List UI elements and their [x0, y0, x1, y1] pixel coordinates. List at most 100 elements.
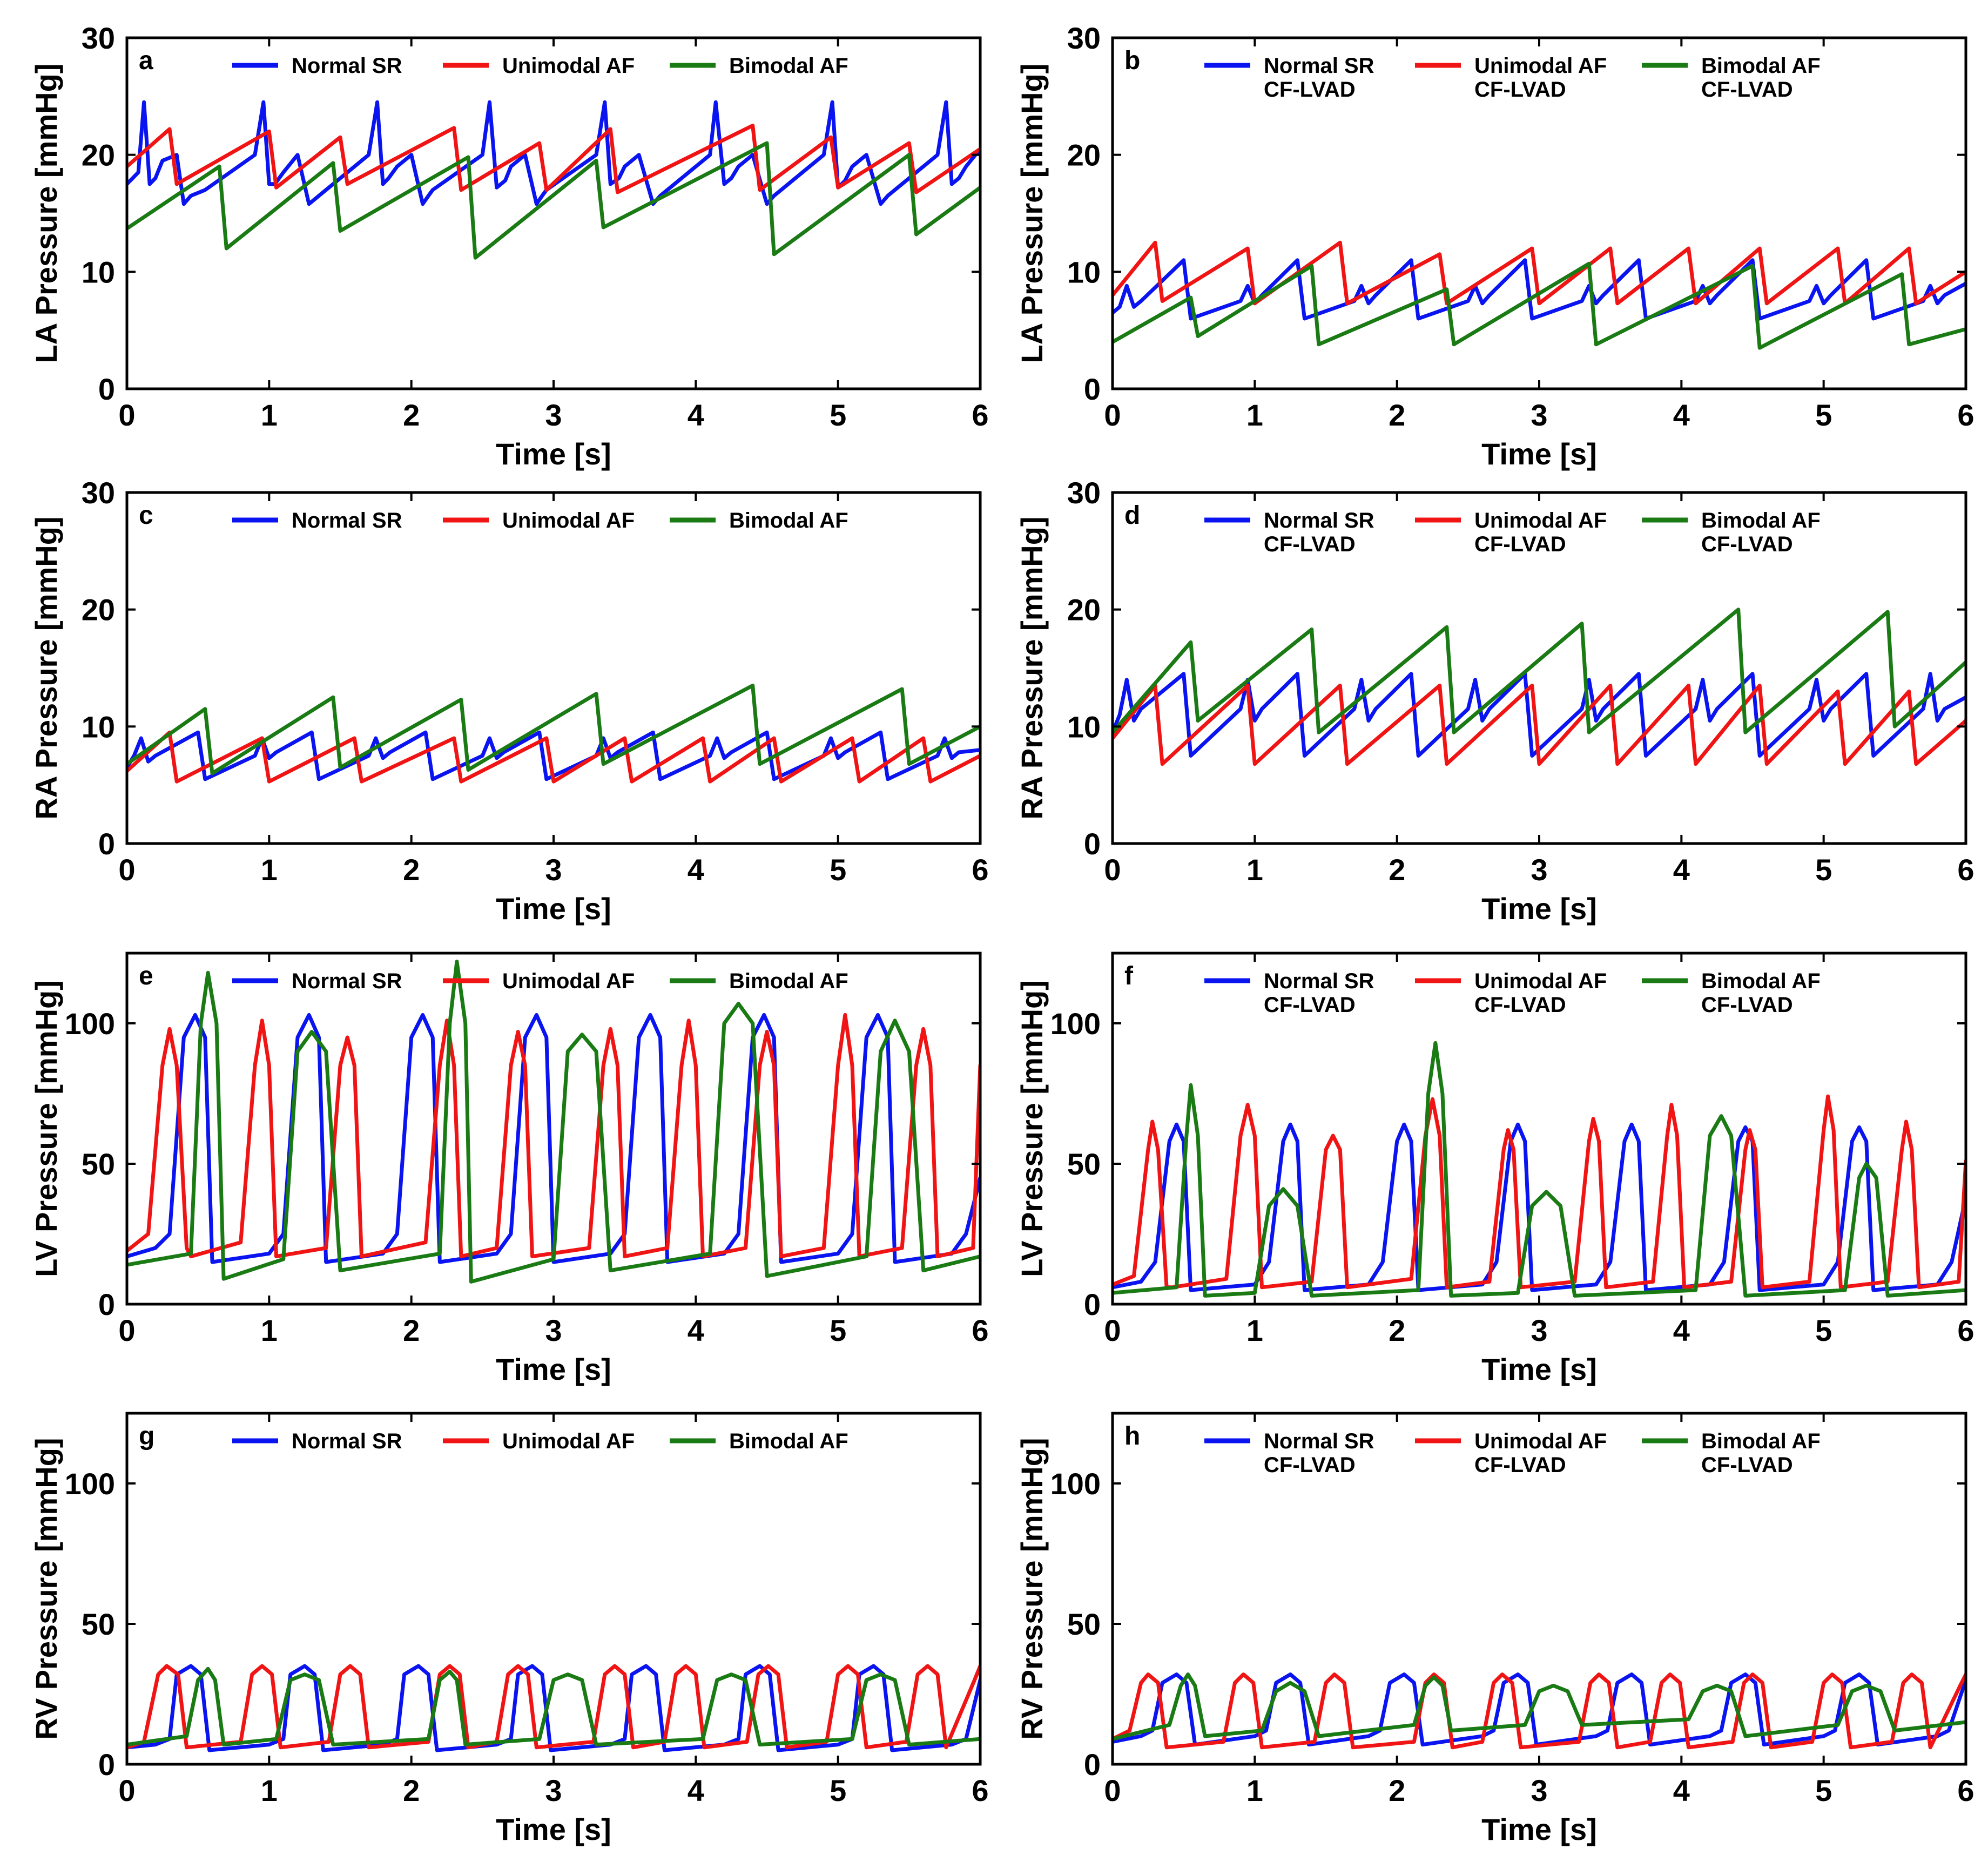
- y-tick-label: 100: [1050, 1467, 1101, 1501]
- y-tick-label: 20: [1067, 138, 1101, 172]
- legend-label: Unimodal AF: [502, 1429, 635, 1453]
- legend-label: Bimodal AF: [1701, 509, 1821, 532]
- x-tick-label: 4: [688, 398, 704, 432]
- series-group: [127, 100, 980, 260]
- x-tick-label: 3: [1531, 853, 1547, 887]
- legend-label: CF-LVAD: [1474, 1453, 1566, 1477]
- x-tick-label: 6: [972, 853, 988, 887]
- legend: Normal SR Unimodal AF Bimodal AF: [232, 969, 848, 993]
- series-line-normal: [1113, 258, 1966, 321]
- legend-label: CF-LVAD: [1474, 993, 1566, 1017]
- x-tick-label: 3: [545, 853, 562, 887]
- legend-label: CF-LVAD: [1701, 1453, 1793, 1477]
- legend-label: Unimodal AF: [1474, 969, 1607, 993]
- y-tick-label: 10: [1067, 710, 1101, 744]
- x-tick-label: 3: [1531, 1773, 1547, 1807]
- legend-label: Normal SR: [292, 54, 402, 78]
- legend: Normal SR Unimodal AF Bimodal AF: [232, 1429, 848, 1453]
- x-tick-label: 6: [972, 1773, 988, 1807]
- x-tick-label: 5: [830, 398, 846, 432]
- series-line-bimodal: [127, 960, 980, 1284]
- legend-label: Unimodal AF: [1474, 54, 1607, 78]
- panel-letter: f: [1124, 962, 1134, 990]
- y-tick-label: 10: [1067, 255, 1101, 289]
- x-tick-label: 2: [1389, 1773, 1405, 1807]
- series-group: [127, 960, 980, 1284]
- y-axis-title: LA Pressure [mmHg]: [1015, 64, 1049, 363]
- y-tick-label: 0: [1084, 372, 1101, 406]
- series-group: [1113, 1041, 1966, 1298]
- x-tick-label: 5: [1815, 853, 1832, 887]
- x-tick-label: 2: [403, 1773, 420, 1807]
- y-tick-label: 50: [1067, 1607, 1101, 1641]
- x-tick-label: 6: [1957, 398, 1974, 432]
- legend-label: Bimodal AF: [729, 509, 848, 532]
- x-axis-title: Time [s]: [1481, 1812, 1597, 1846]
- series-line-normal: [127, 1664, 980, 1752]
- x-tick-label: 4: [688, 1773, 704, 1807]
- x-tick-label: 4: [1673, 853, 1690, 887]
- series-line-unimodal: [127, 1013, 980, 1259]
- legend-label: Unimodal AF: [502, 509, 635, 532]
- legend-label: CF-LVAD: [1701, 78, 1793, 102]
- series-line-bimodal: [127, 141, 980, 260]
- legend-label: Unimodal AF: [1474, 509, 1607, 532]
- x-axis-title: Time [s]: [496, 437, 611, 471]
- y-axis-title: LV Pressure [mmHg]: [29, 980, 63, 1277]
- legend-label: Unimodal AF: [1474, 1429, 1607, 1453]
- panel-letter: h: [1124, 1422, 1140, 1451]
- y-tick-label: 100: [1050, 1007, 1101, 1041]
- y-tick-label: 0: [1084, 1287, 1101, 1321]
- legend-label: Bimodal AF: [1701, 1429, 1821, 1453]
- legend-label: Bimodal AF: [1701, 54, 1821, 78]
- y-tick-label: 0: [98, 372, 115, 406]
- x-axis-title: Time [s]: [496, 892, 611, 926]
- panel-letter: e: [139, 962, 153, 990]
- x-tick-label: 4: [1673, 1773, 1690, 1807]
- x-tick-label: 4: [688, 1313, 704, 1347]
- x-tick-label: 5: [1815, 1773, 1832, 1807]
- x-tick-label: 1: [1246, 1313, 1263, 1347]
- legend: Normal SR Unimodal AF Bimodal AF: [232, 509, 848, 532]
- y-tick-label: 0: [1084, 827, 1101, 861]
- y-tick-label: 50: [1067, 1147, 1101, 1181]
- panel-f: 0 50 100 0 1 2 3 4 5 6 Time [s] LV Pressure [mmHg] f…: [1015, 952, 1974, 1386]
- series-line-unimodal: [127, 730, 980, 784]
- x-tick-label: 1: [1246, 1773, 1263, 1807]
- x-tick-label: 4: [1673, 398, 1690, 432]
- series-group: [1113, 1672, 1966, 1750]
- y-tick-label: 10: [82, 255, 115, 289]
- series-group: [1113, 608, 1966, 766]
- x-tick-label: 6: [1957, 853, 1974, 887]
- x-tick-label: 2: [403, 853, 420, 887]
- x-tick-label: 1: [1246, 853, 1263, 887]
- legend: Normal SR Unimodal AF Bimodal AF: [232, 54, 848, 78]
- legend-label: Unimodal AF: [502, 969, 635, 993]
- x-tick-label: 1: [261, 1773, 278, 1807]
- y-tick-label: 20: [1067, 593, 1101, 627]
- x-tick-label: 0: [1104, 853, 1121, 887]
- x-tick-label: 0: [118, 1773, 135, 1807]
- panel-letter: d: [1124, 501, 1140, 530]
- x-tick-label: 0: [118, 1313, 135, 1347]
- panel-letter: b: [1124, 46, 1140, 75]
- x-tick-label: 3: [545, 1773, 562, 1807]
- legend-label: CF-LVAD: [1474, 78, 1566, 102]
- series-line-unimodal: [1113, 1672, 1966, 1750]
- y-axis-title: RV Pressure [mmHg]: [1015, 1438, 1049, 1739]
- legend-label: Bimodal AF: [729, 54, 848, 78]
- series-group: [127, 684, 980, 784]
- y-tick-label: 20: [82, 593, 115, 627]
- x-tick-label: 1: [261, 853, 278, 887]
- series-group: [1113, 240, 1966, 350]
- x-tick-label: 4: [1673, 1313, 1690, 1347]
- y-axis-title: RV Pressure [mmHg]: [29, 1438, 63, 1739]
- legend-label: Normal SR: [1264, 509, 1374, 532]
- x-tick-label: 0: [118, 853, 135, 887]
- x-axis-title: Time [s]: [1481, 437, 1597, 471]
- x-tick-label: 2: [1389, 398, 1405, 432]
- x-axis-title: Time [s]: [1481, 892, 1597, 926]
